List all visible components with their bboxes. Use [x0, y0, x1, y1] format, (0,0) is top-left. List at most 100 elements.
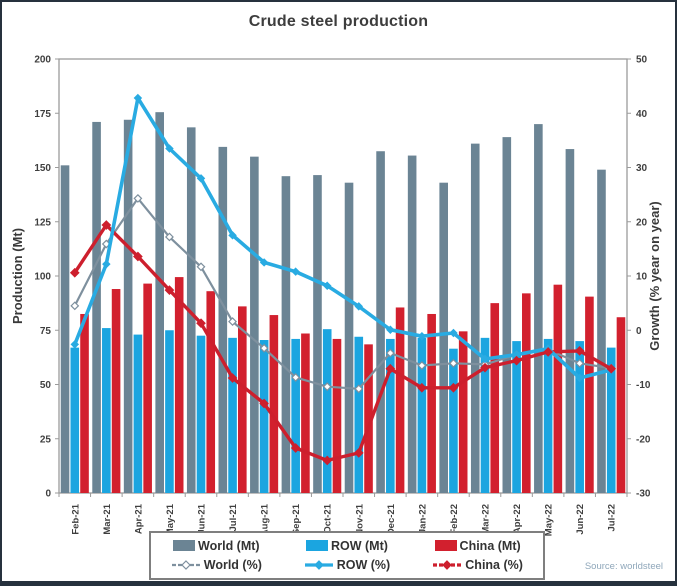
row-marker-Mar-21 — [102, 259, 111, 269]
world-marker-Feb-22 — [448, 358, 458, 368]
legend-item-world-mt: World (Mt) — [151, 539, 282, 553]
china-marker-Jun-21 — [196, 318, 206, 329]
x-axis-category-label: May-22 — [544, 504, 555, 536]
world-bar-May-22 — [534, 124, 543, 493]
x-axis-category-label: Oct-21 — [323, 503, 334, 533]
x-axis-category-label: Sep-21 — [291, 503, 302, 535]
row-marker-Feb-22 — [449, 328, 458, 338]
left-axis-tick-label: 150 — [34, 163, 51, 174]
row-bar-Aug-21 — [259, 340, 269, 493]
row-line-swatch-icon — [304, 560, 333, 571]
row-marker-Feb-21 — [70, 340, 80, 349]
row-marker-Jan-22 — [417, 331, 427, 341]
legend-row-bars: World (Mt) ROW (Mt) China (Mt) — [151, 539, 543, 553]
x-axis-category-label: Apr-21 — [133, 503, 144, 534]
world-bar-Mar-22 — [470, 143, 480, 493]
china-bar-Jul-22 — [616, 317, 626, 493]
x-axis-category-label: Jun-21 — [197, 503, 208, 534]
x-axis-category-label: Apr-22 — [512, 504, 523, 534]
row-bar-Jun-22 — [575, 341, 584, 493]
china-marker-Feb-21 — [69, 267, 80, 278]
left-axis-tick-label: 175 — [34, 109, 51, 120]
right-axis-tick-label: -20 — [636, 434, 651, 445]
x-axis-category-label: Jul-22 — [607, 504, 618, 531]
row-bar-Jul-22 — [606, 347, 616, 493]
row-growth-line — [73, 96, 614, 380]
china-bar-Jun-21 — [206, 291, 216, 493]
world-bar-May-21 — [155, 112, 164, 494]
row-marker-Aug-21 — [259, 258, 269, 267]
china-growth-line — [73, 223, 613, 463]
row-swatch-icon — [306, 540, 328, 552]
china-marker-May-21 — [164, 285, 175, 295]
world-marker-Oct-21 — [322, 382, 332, 392]
row-bar-Jan-22 — [417, 337, 427, 493]
world-marker-Nov-21 — [354, 384, 364, 394]
world-marker-Aug-21 — [259, 343, 269, 353]
legend-item-row-pct: ROW (%) — [282, 558, 413, 572]
left-axis-tick-label: 100 — [34, 272, 51, 283]
world-bar-Feb-21 — [60, 165, 70, 493]
legend-label: World (Mt) — [198, 538, 260, 553]
china-bar-Mar-22 — [490, 303, 500, 494]
right-axis-tick-label: 0 — [636, 326, 642, 337]
row-bar-May-22 — [543, 338, 553, 493]
x-axis-category-label: Jul-21 — [228, 503, 239, 531]
china-bar-Sep-21 — [301, 333, 310, 493]
left-axis-tick-label: 75 — [40, 326, 52, 337]
china-marker-Jun-22 — [574, 346, 585, 356]
china-bar-Nov-21 — [364, 344, 373, 493]
legend-label: China (Mt) — [459, 538, 521, 553]
china-bar-Jul-21 — [238, 306, 247, 493]
row-bar-Feb-21 — [70, 347, 80, 493]
china-bar-May-22 — [553, 284, 563, 493]
world-marker-Jul-21 — [228, 317, 238, 327]
right-axis-tick-label: 30 — [636, 163, 648, 174]
x-axis-category-label: Mar-21 — [102, 503, 113, 534]
world-bar-Jun-21 — [186, 127, 196, 493]
left-axis-tick-label: 0 — [45, 489, 51, 500]
legend-item-row-mt: ROW (Mt) — [282, 539, 413, 553]
china-bar-Feb-21 — [80, 313, 89, 493]
china-bar-Jan-22 — [427, 313, 436, 493]
china-marker-Apr-22 — [511, 355, 522, 366]
left-axis-tick-label: 125 — [34, 217, 51, 228]
legend-item-world-pct: World (%) — [151, 558, 282, 572]
x-axis-category-label: Jan-22 — [417, 504, 428, 534]
world-bar-Jul-21 — [218, 146, 228, 493]
row-marker-Jun-22 — [575, 373, 584, 383]
china-marker-Nov-21 — [353, 448, 364, 458]
china-swatch-icon — [434, 540, 457, 552]
world-bar-Aug-21 — [250, 156, 259, 493]
china-bar-Jun-22 — [585, 296, 594, 493]
left-axis-tick-label: 50 — [40, 380, 52, 391]
x-axis-category-label: May-21 — [165, 503, 176, 536]
row-bar-Apr-22 — [512, 341, 521, 493]
china-bar-Apr-22 — [522, 293, 531, 493]
world-marker-May-21 — [164, 232, 174, 242]
china-bar-May-21 — [174, 277, 184, 493]
china-bar-Aug-21 — [269, 315, 279, 493]
china-bar-Feb-22 — [458, 331, 468, 493]
right-axis-tick-label: 50 — [636, 55, 648, 66]
right-axis-tick-label: 40 — [636, 109, 648, 120]
right-axis-tick-label: -10 — [636, 380, 651, 391]
legend: World (Mt) ROW (Mt) China (Mt) World (%) ROW… — [149, 531, 545, 580]
world-marker-Sep-21 — [291, 372, 301, 382]
world-bar-Feb-22 — [439, 182, 448, 493]
china-bar-Mar-21 — [111, 289, 121, 493]
left-axis-tick-label: 25 — [40, 434, 52, 445]
row-marker-Oct-21 — [322, 281, 332, 291]
world-bar-Oct-21 — [313, 175, 322, 493]
legend-label: China (%) — [465, 558, 523, 573]
china-bar-Apr-21 — [143, 283, 152, 493]
china-marker-May-22 — [543, 347, 553, 357]
row-bar-Mar-22 — [480, 337, 490, 493]
legend-label: ROW (Mt) — [331, 538, 388, 553]
world-bar-Apr-22 — [502, 137, 512, 493]
china-marker-Jul-22 — [606, 363, 617, 374]
china-marker-Mar-22 — [480, 362, 490, 373]
world-swatch-icon — [173, 540, 196, 552]
world-bar-Jun-22 — [565, 149, 575, 493]
